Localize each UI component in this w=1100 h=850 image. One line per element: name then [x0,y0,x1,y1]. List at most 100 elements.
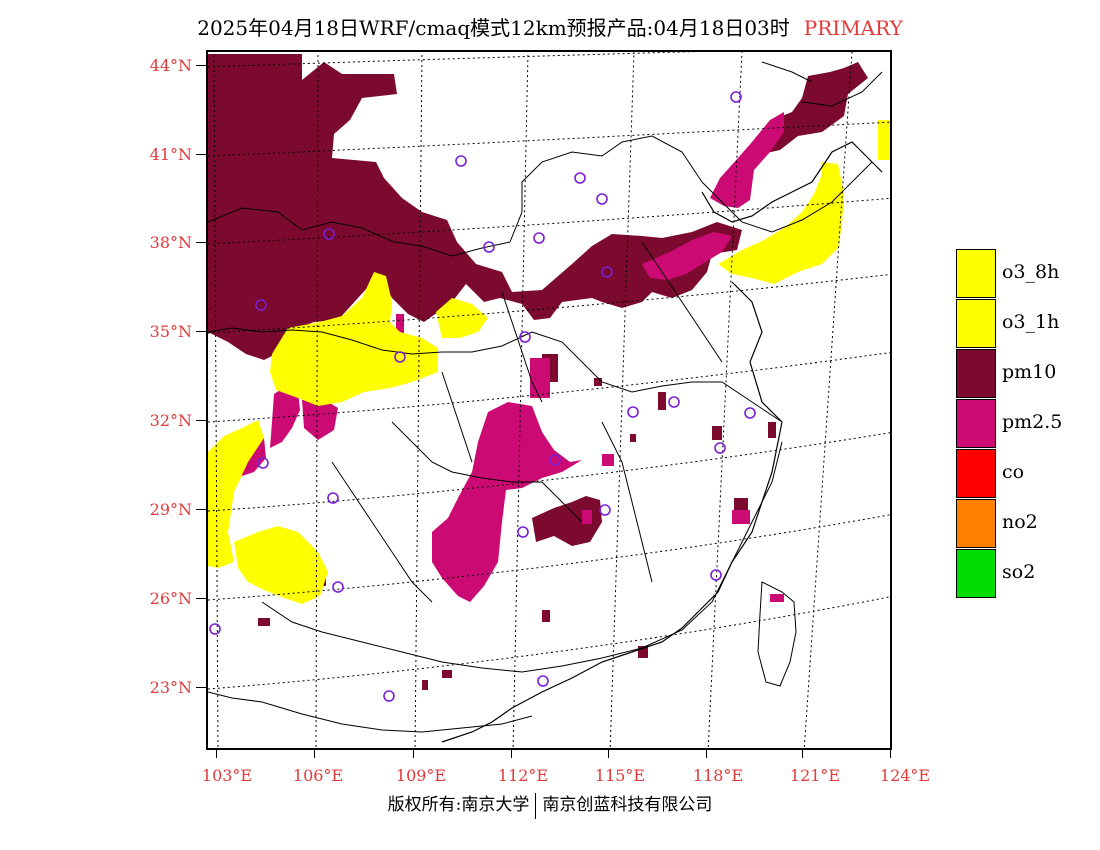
station-marker [668,396,680,408]
station-marker [394,351,406,363]
lon-label-121: 121°E [789,766,841,785]
lon-tick [216,750,217,758]
lat-label-26: 26°N [149,589,192,608]
station-marker [533,232,545,244]
lat-label-32: 32°N [149,411,192,430]
lon-label-109: 109°E [395,766,447,785]
lat-tick [196,598,206,599]
pm10-jiangxi-patch [532,496,602,546]
coastline [441,141,883,743]
legend-item-o3-1h: o3_1h [956,299,1100,349]
lat-label-41: 41°N [149,145,192,164]
legend-label: pm2.5 [1002,411,1063,433]
lat-tick [196,509,206,510]
station-marker [714,442,726,454]
pm25-sichuan-patch [270,386,300,448]
legend-swatch [956,349,996,398]
map-panel [206,50,892,750]
lon-tick [706,750,707,758]
footer-divider [535,792,537,819]
station-marker [744,407,756,419]
copyright-right: 南京创蓝科技有限公司 [542,795,713,815]
legend-swatch [956,249,996,298]
legend-item-no2: no2 [956,499,1100,549]
pm10-areas [208,54,868,690]
pm10-northwest-region [208,54,742,360]
o3-yunnan-guizhou-region [234,526,328,604]
lon-label-106: 106°E [292,766,344,785]
station-marker [596,193,608,205]
lat-label-29: 29°N [149,500,192,519]
legend-label: o3_1h [1002,311,1060,333]
legend-item-pm10: pm10 [956,349,1100,399]
legend-label: o3_8h [1002,261,1060,283]
lon-tick [608,750,609,758]
station-marker [599,504,611,516]
station-marker [209,623,221,635]
lat-tick [196,65,206,66]
lat-tick [196,420,206,421]
copyright-footer: 版权所有:南京大学 南京创蓝科技有限公司 [0,790,1100,819]
legend-label: pm10 [1002,361,1057,383]
map-svg [208,52,890,748]
station-marker [255,299,267,311]
station-marker [327,492,339,504]
lat-tick [196,331,206,332]
station-markers [209,91,756,702]
map-title-main: 2025年04月18日WRF/cmaq模式12km预报产品:04月18日03时 [197,16,790,40]
lat-tick [196,242,206,243]
lon-label-124: 124°E [879,766,931,785]
legend-item-so2: so2 [956,549,1100,599]
pm25-shandong-strip [642,232,732,280]
o3-yellow-sea-region [718,162,844,284]
lon-tick [314,750,315,758]
station-marker [627,406,639,418]
station-marker [517,526,529,538]
station-marker [730,91,742,103]
station-marker [483,241,495,253]
station-marker [257,457,269,469]
lat-tick [196,687,206,688]
o3-shaanxi-region [270,272,438,406]
graticule [208,52,890,748]
station-marker [549,454,561,466]
lat-label-44: 44°N [149,56,192,75]
pm25-central-region [432,402,582,602]
o3-southwest-strip [208,420,264,568]
lon-tick [511,750,512,758]
station-marker [519,331,531,343]
station-marker [332,581,344,593]
lat-tick [196,154,206,155]
pm25-shaanxi-patch [302,398,338,440]
lon-tick [802,750,803,758]
legend-swatch [956,399,996,448]
legend-item-pm25: pm2.5 [956,399,1100,449]
map-title-highlight: PRIMARY [803,16,903,40]
lat-label-35: 35°N [149,322,192,341]
station-marker [710,569,722,581]
station-marker [383,690,395,702]
pm25-northeast-strip [710,112,784,208]
legend-label: no2 [1002,511,1038,533]
station-marker [574,172,586,184]
lon-tick [413,750,414,758]
legend-item-co: co [956,449,1100,499]
lat-label-23: 23°N [149,678,192,697]
copyright-left: 版权所有:南京大学 [387,795,530,815]
lon-tick [890,750,891,758]
map-title: 2025年04月18日WRF/cmaq模式12km预报产品:04月18日03时 P… [0,12,1100,41]
station-marker [601,266,613,278]
lon-label-112: 112°E [497,766,549,785]
lon-label-103: 103°E [201,766,253,785]
legend-swatch [956,449,996,498]
legend-label: co [1002,461,1025,483]
legend-swatch [956,299,996,348]
o3-areas [208,120,890,604]
lon-label-115: 115°E [594,766,646,785]
legend-item-o3-8h: o3_8h [956,249,1100,299]
legend-swatch [956,549,996,598]
o3-henan-patch [436,298,488,338]
lat-label-38: 38°N [149,233,192,252]
station-marker [323,228,335,240]
legend-swatch [956,499,996,548]
